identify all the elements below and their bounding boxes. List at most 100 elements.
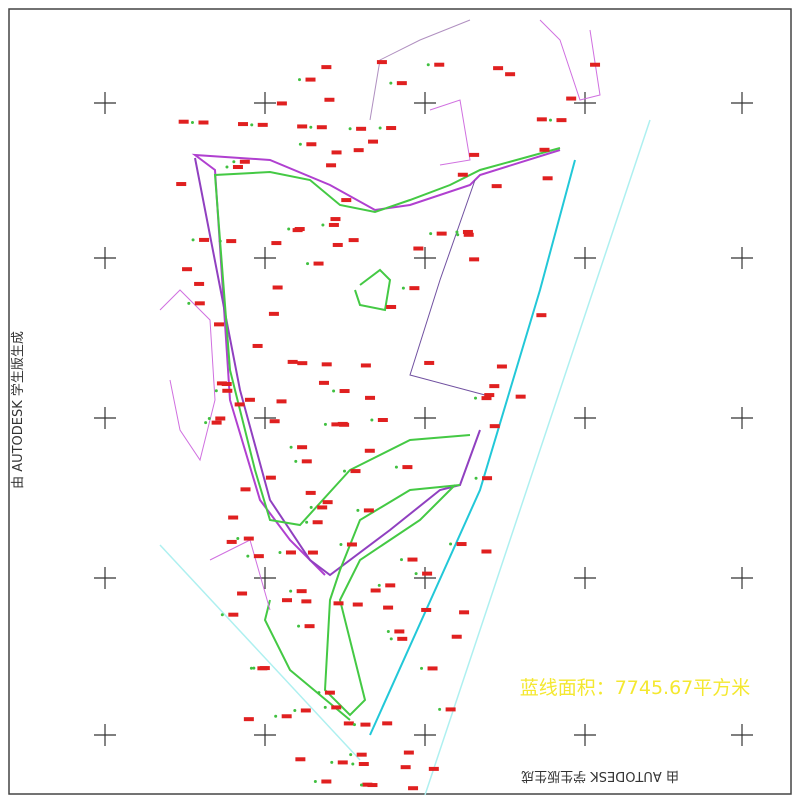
elevation-label — [370, 588, 381, 593]
elevation-label — [566, 96, 577, 101]
property-line — [409, 179, 486, 396]
elevation-label — [232, 165, 243, 170]
green-boundary — [323, 484, 461, 717]
survey-point — [306, 262, 310, 266]
survey-point — [378, 126, 382, 130]
survey-point — [305, 520, 309, 524]
survey-point — [359, 783, 363, 787]
elevation-label — [505, 72, 516, 77]
building-outline — [539, 19, 601, 101]
survey-point — [323, 422, 327, 426]
survey-point — [389, 81, 393, 85]
elevation-label — [376, 60, 387, 65]
survey-point — [474, 396, 478, 400]
elevation-label — [489, 424, 500, 429]
survey-point — [207, 416, 211, 420]
survey-point — [298, 142, 302, 146]
elevation-label — [281, 714, 292, 719]
elevation-label — [313, 261, 324, 266]
elevation-label — [491, 184, 502, 189]
elevation-label — [178, 119, 189, 124]
green-boundary — [213, 147, 561, 527]
survey-point — [250, 123, 254, 127]
survey-point — [426, 63, 430, 67]
elevation-label — [226, 539, 237, 544]
elevation-label — [462, 229, 473, 234]
elevation-label — [305, 490, 316, 495]
survey-point — [401, 286, 405, 290]
elevation-label — [356, 126, 367, 131]
elevation-label — [321, 362, 332, 367]
elevation-label — [301, 459, 312, 464]
elevation-label — [321, 779, 332, 784]
elevation-label — [360, 722, 371, 727]
elevation-label — [434, 62, 445, 67]
elevation-label — [240, 487, 251, 492]
elevation-label — [194, 301, 205, 306]
elevation-label — [287, 359, 298, 364]
survey-point — [278, 550, 282, 554]
survey-point — [332, 389, 336, 393]
elevation-label — [363, 508, 374, 513]
elevation-label — [459, 610, 470, 615]
green-boundary — [263, 599, 351, 721]
survey-point — [474, 476, 478, 480]
survey-point — [313, 780, 317, 784]
elevation-label — [339, 422, 350, 427]
elevation-label — [339, 389, 350, 394]
elevation-label — [341, 198, 352, 203]
elevation-label — [489, 384, 500, 389]
elevation-label — [199, 237, 210, 242]
survey-point — [399, 558, 403, 562]
survey-point — [323, 705, 327, 709]
elevation-label — [265, 475, 276, 480]
survey-point — [232, 160, 236, 164]
drawing-frame — [8, 8, 792, 795]
survey-point — [297, 624, 301, 628]
elevation-label — [536, 117, 547, 122]
elevation-label — [436, 231, 447, 236]
elevation-label — [346, 542, 357, 547]
elevation-label — [427, 666, 438, 671]
elevation-label — [484, 393, 495, 398]
survey-point — [204, 421, 208, 425]
building-outline — [159, 289, 216, 462]
blue-line — [369, 159, 576, 736]
elevation-label — [482, 476, 493, 481]
elevation-label — [297, 361, 308, 366]
purple-line — [191, 149, 561, 576]
elevation-label — [318, 380, 329, 385]
survey-point — [339, 542, 343, 546]
green-boundary — [354, 268, 392, 312]
elevation-label — [493, 66, 504, 71]
area-annotation: 蓝线面积：7745.67平方米 — [520, 677, 751, 699]
elevation-label — [328, 222, 339, 227]
elevation-label — [469, 257, 480, 262]
elevation-label — [364, 448, 375, 453]
elevation-label — [386, 304, 397, 309]
elevation-label — [332, 242, 343, 247]
survey-point — [287, 227, 291, 231]
elevation-label — [403, 750, 414, 755]
survey-point — [218, 239, 222, 243]
survey-point — [349, 753, 353, 757]
elevation-label — [237, 591, 248, 596]
elevation-label — [259, 666, 270, 671]
road-line — [159, 544, 361, 761]
elevation-label — [368, 139, 379, 144]
survey-point — [274, 714, 278, 718]
elevation-label — [239, 159, 250, 164]
survey-point — [449, 542, 453, 546]
elevation-label — [297, 124, 308, 129]
elevation-label — [590, 62, 601, 67]
watermark: 由 AUTODESK 学生版生成 — [521, 768, 679, 784]
survey-point — [309, 505, 313, 509]
elevation-label — [463, 232, 474, 237]
elevation-label — [408, 786, 419, 791]
elevation-label — [556, 118, 567, 123]
elevation-label — [456, 542, 467, 547]
elevation-label — [358, 762, 369, 767]
survey-point — [289, 445, 293, 449]
elevation-label — [297, 445, 308, 450]
elevation-label — [515, 394, 526, 399]
